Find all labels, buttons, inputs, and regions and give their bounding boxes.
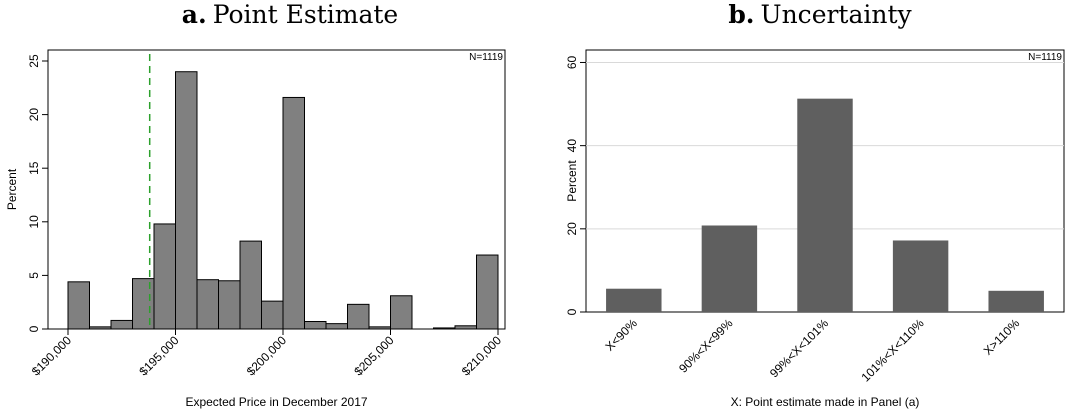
panel-b-ytick-label-0: 0 [565,308,579,315]
panel-a-bar-5 [175,71,198,330]
panel-a-ytick-label-2: 10 [27,215,41,229]
panel-a-bar-11 [304,320,327,330]
panel-a-bar-6 [196,279,219,330]
panel-b-xtick-label-2: 99%<X<101% [767,316,831,380]
panel-a-xtick-label-2: $200,000 [244,333,290,379]
panel-a-ytick-label-5: 25 [27,54,41,68]
panel-a-letter: a. [181,0,207,29]
panel-a-bar-4 [153,223,176,330]
panel-a-bar-3 [132,278,155,330]
panel-a-ytick-label-1: 5 [27,272,41,279]
panel-a-plot-frame [47,49,506,330]
panel-b-title-text: Uncertainty [760,0,912,29]
panel-a-bar-7 [218,280,241,330]
panel-b-bar-3 [892,240,949,312]
panel-b-xtick-label-1: 90%<X<99% [676,316,736,376]
panel-b-ytick-label-3: 60 [565,55,579,69]
panel-a-bar-18 [454,325,477,330]
panel-a-xlabel: Expected Price in December 2017 [185,395,367,409]
panel-a-xtick-label-0: $190,000 [29,333,75,379]
panel-b-bar-2 [797,98,853,313]
panel-a-bar-17 [433,327,456,330]
panel-b-bar-4 [988,290,1044,312]
panel-a-n-annotation: N=1119 [469,52,503,63]
panel-b-n-annotation: N=1119 [1028,52,1062,63]
panel-a-bar-0 [67,281,90,330]
panel-a-title: a. Point Estimate [70,0,510,29]
panel-b-bar-0 [606,288,662,312]
panel-a-ylabel: Percent [5,168,19,210]
panel-b-letter: b. [728,0,755,29]
panel-a-bar-1 [89,326,112,330]
panel-b-ytick-label-2: 40 [565,139,579,153]
panel-a-bar-2 [110,319,133,330]
panel-b-ytick-label-1: 20 [565,222,579,236]
panel-a-bar-13 [347,303,370,330]
panel-a-bar-10 [282,96,305,330]
panel-a-xtick-label-3: $205,000 [351,333,397,379]
panel-b-xtick-label-3: 101%<X<110% [858,316,926,384]
panel-b-xlabel: X: Point estimate made in Panel (a) [731,395,920,409]
panel-b-ylabel: Percent [565,160,579,202]
panel-b-title: b. Uncertainty [600,0,1040,29]
panel-a-ytick-label-0: 0 [27,325,41,332]
panel-a-bar-19 [476,254,499,330]
panel-b-bar-1 [701,225,758,312]
panel-a-bar-8 [239,240,262,330]
panel-b-xtick-label-0: X<90% [602,316,640,354]
panel-a-bar-14 [368,326,391,330]
panel-a-title-text: Point Estimate [212,0,399,29]
panel-a-bar-15 [390,295,413,330]
panel-a-bar-12 [325,323,348,330]
panel-a-ytick-label-3: 15 [27,161,41,175]
panel-a-bar-9 [261,300,284,330]
panel-a-xtick-label-4: $210,000 [459,333,505,379]
panel-b-xtick-label-4: X>110% [981,316,1023,358]
panel-a-ytick-label-4: 20 [27,108,41,122]
panel-a-xtick-label-1: $195,000 [136,333,182,379]
